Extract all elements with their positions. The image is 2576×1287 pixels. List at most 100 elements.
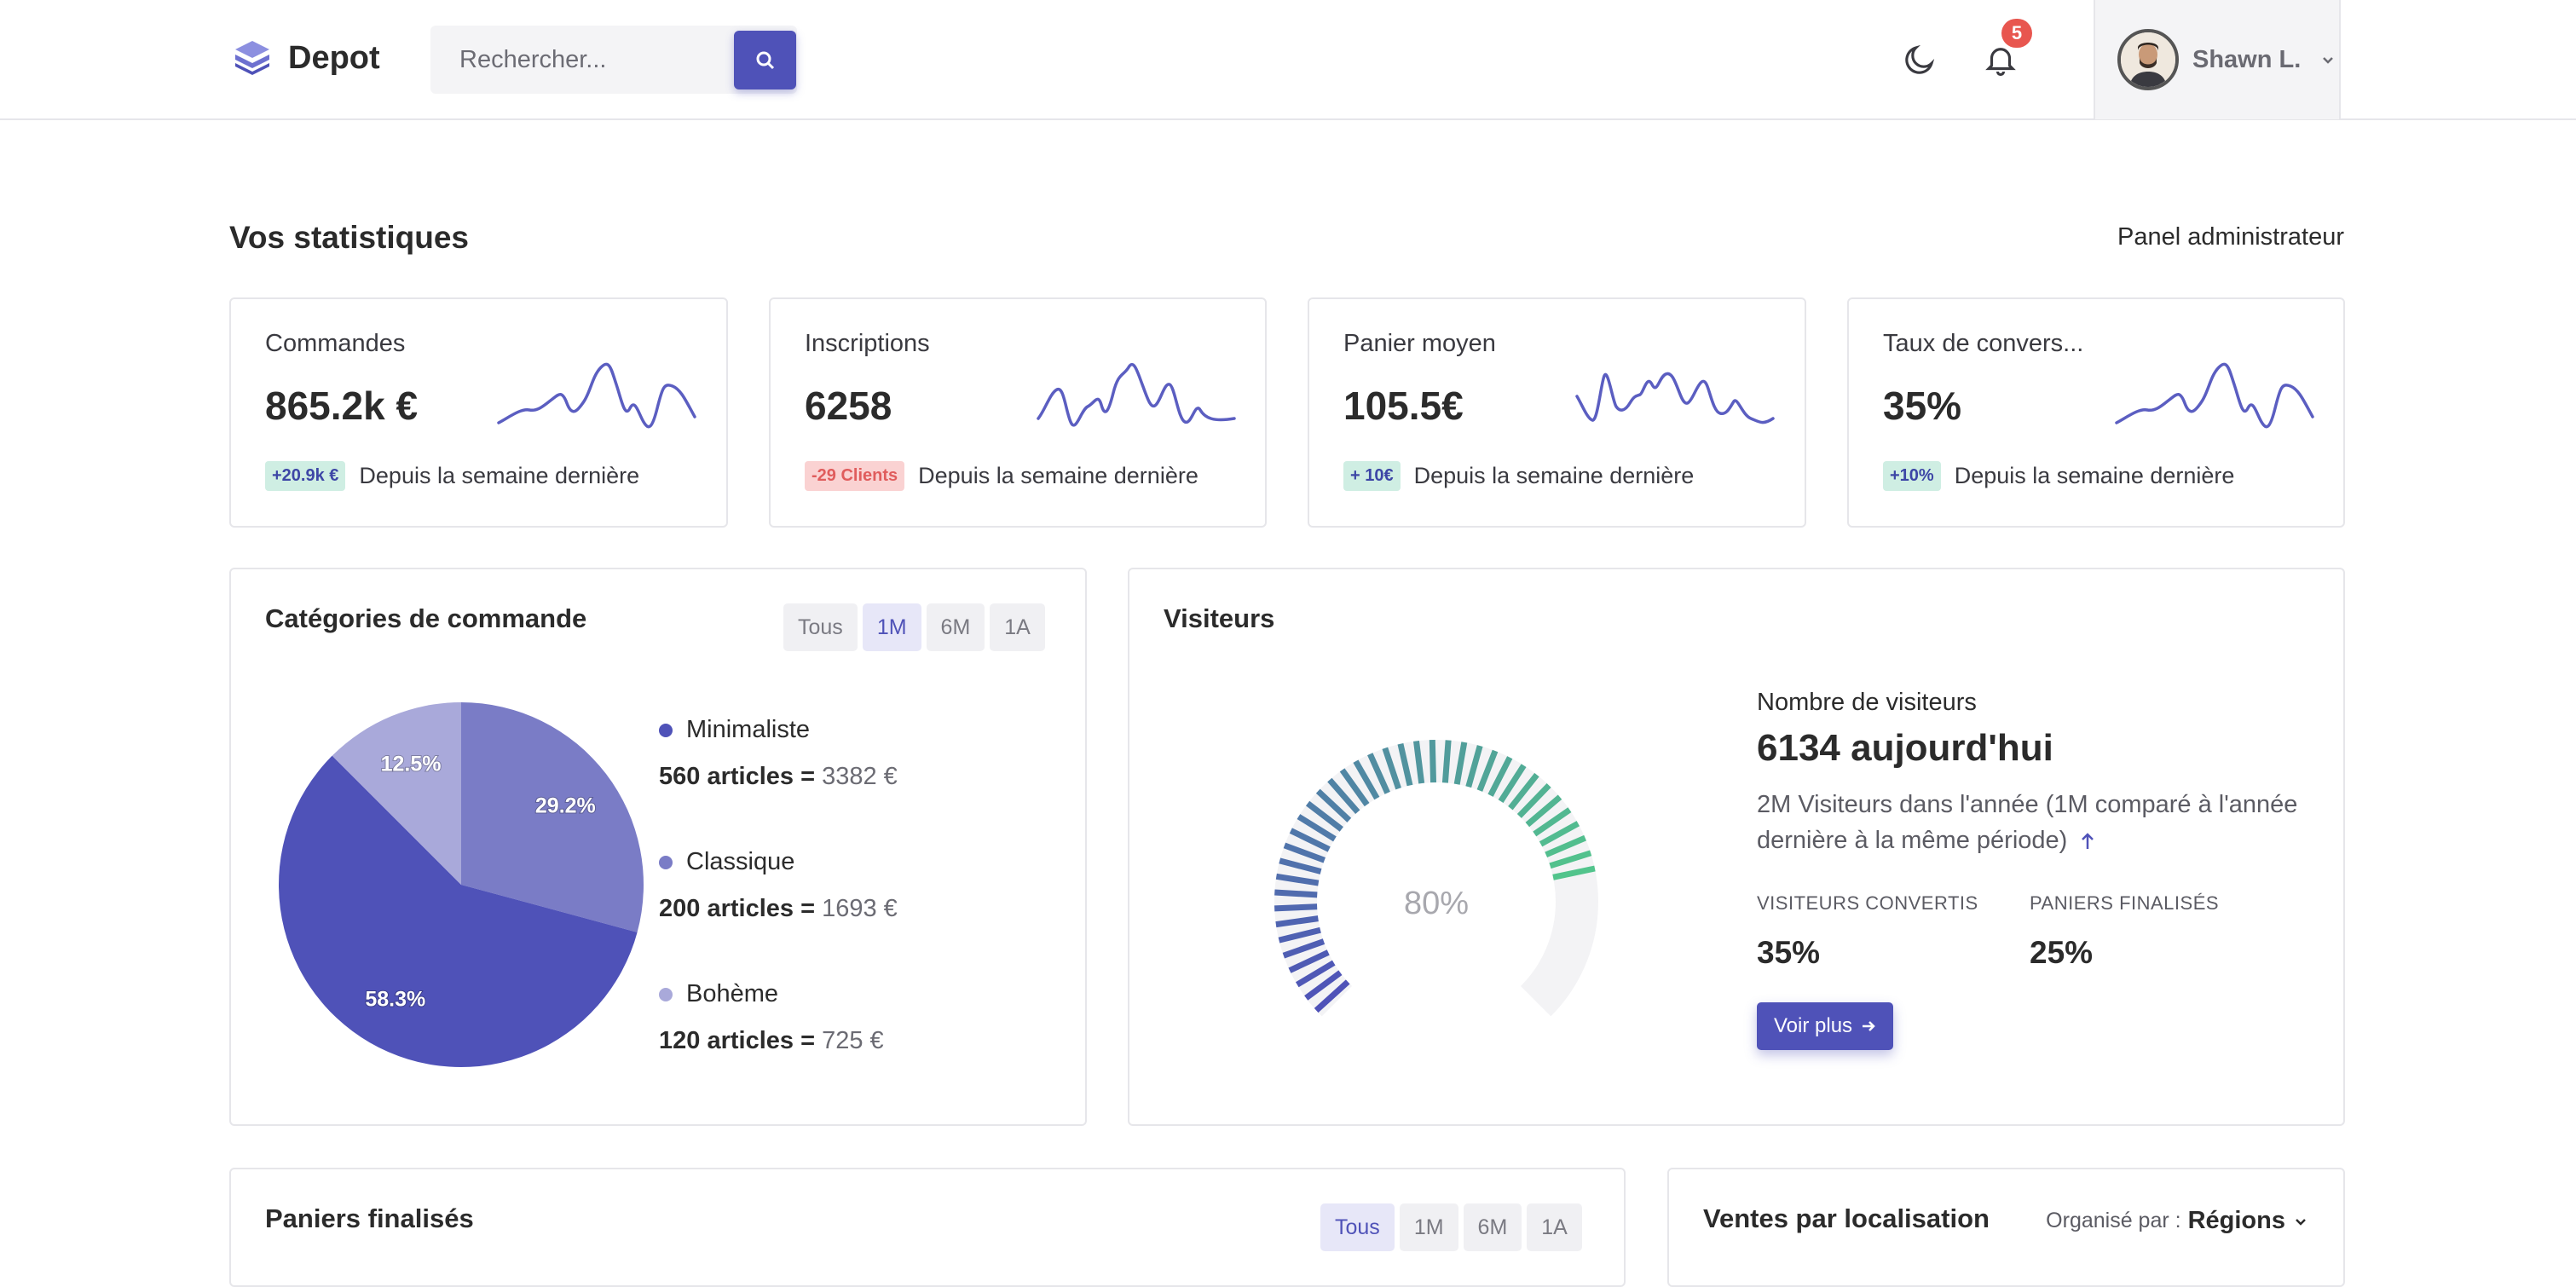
stat-value: 35% <box>1757 935 1821 970</box>
legend-item-classique: Classique 200 articles = 1693 € <box>659 848 898 923</box>
gauge-tick <box>1295 960 1336 988</box>
delta-badge: +20.9k € <box>265 461 346 491</box>
avatar <box>2117 29 2179 90</box>
legend-amount: 1693 € <box>822 895 898 922</box>
delta-badge: + 10€ <box>1343 461 1401 491</box>
arrow-right-icon <box>1863 1021 1875 1031</box>
gauge-tick <box>1539 821 1580 847</box>
visitors-label: Nombre de visiteurs <box>1757 689 1977 716</box>
stat-label: Inscriptions <box>805 330 930 357</box>
filter-tous[interactable]: Tous <box>1320 1203 1395 1251</box>
user-name: Shawn L. <box>2192 45 2302 73</box>
notification-count-badge: 5 <box>2001 19 2032 48</box>
notifications-button[interactable] <box>1980 39 2021 80</box>
brand-logo[interactable]: Depot <box>232 38 380 78</box>
gauge-tick <box>1283 842 1326 863</box>
gauge-tick <box>1545 834 1587 858</box>
see-more-label: Voir plus <box>1774 1014 1853 1037</box>
organize-by-value: Régions <box>2187 1207 2285 1234</box>
visitors-gauge: 80% <box>1274 739 1598 1017</box>
converted-visitors-stat: VISITEURS CONVERTIS 35% <box>1757 892 2030 971</box>
gauge-tick <box>1278 926 1321 944</box>
gauge-tick <box>1413 741 1425 784</box>
legend-label: Bohème <box>686 980 779 1007</box>
delta-badge: -29 Clients <box>805 461 905 491</box>
pie-label-classique: 29.2% <box>535 794 596 817</box>
legend-amount: 725 € <box>822 1027 884 1054</box>
brand-name: Depot <box>288 39 380 76</box>
user-menu[interactable]: Shawn L. <box>2094 0 2341 119</box>
finalized-baskets-stat: PANIERS FINALISÉS 25% <box>2030 892 2302 971</box>
pie-slice-minimaliste <box>279 755 638 1067</box>
legend-count: 560 articles = <box>659 763 816 790</box>
stat-card-panier-moyen: Panier moyen 105.5€ + 10€ Depuis la sema… <box>1308 297 1806 528</box>
page-title: Vos statistiques <box>229 220 470 255</box>
gauge-tick <box>1282 938 1326 959</box>
filter-1a[interactable]: 1A <box>990 603 1045 651</box>
legend-item-boheme: Bohème 120 articles = 725 € <box>659 980 884 1055</box>
stat-label: Commandes <box>265 330 406 357</box>
delta-period: Depuis la semaine dernière <box>359 463 640 488</box>
gauge-tick <box>1275 873 1320 886</box>
card-title: Visiteurs <box>1164 603 1275 633</box>
legend-item-minimaliste: Minimaliste 560 articles = 3382 € <box>659 716 898 791</box>
visitors-summary: Nombre de visiteurs 6134 aujourd'hui 2M … <box>1757 689 2302 971</box>
moon-icon <box>1905 44 1935 74</box>
filter-6m[interactable]: 6M <box>926 603 985 651</box>
card-title: Ventes par localisation <box>1703 1203 1990 1233</box>
order-categories-card: Catégories de commande Tous 1M 6M 1A 29.… <box>229 568 1087 1126</box>
legend-count: 200 articles = <box>659 895 816 922</box>
gauge-tick <box>1525 794 1562 828</box>
dark-mode-toggle[interactable] <box>1899 39 1940 80</box>
gauge-tick <box>1304 970 1343 1001</box>
legend-dot <box>659 723 673 737</box>
delta-period: Depuis la semaine dernière <box>1954 463 2235 488</box>
gauge-tick <box>1549 850 1592 869</box>
gauge-tick <box>1289 828 1331 852</box>
gauge-tick <box>1487 756 1513 797</box>
filter-tous[interactable]: Tous <box>783 603 858 651</box>
gauge-tick <box>1297 814 1337 842</box>
pie-chart: 29.2% 58.3% 12.5% <box>279 702 644 1067</box>
filter-1m[interactable]: 1M <box>862 603 921 651</box>
gauge-tick <box>1465 745 1483 788</box>
gauge-tick <box>1327 777 1360 814</box>
delta-badge: +10% <box>1883 461 1941 491</box>
chevron-down-icon <box>2323 57 2334 64</box>
stat-value: 105.5€ <box>1343 384 1464 428</box>
gauge-tick <box>1279 857 1322 874</box>
filter-1a[interactable]: 1A <box>1527 1203 1582 1251</box>
legend-dot <box>659 855 673 869</box>
stat-delta: +10% Depuis la semaine dernière <box>1883 461 2234 491</box>
organize-by-dropdown[interactable]: Organisé par : Régions <box>2046 1207 2309 1235</box>
top-navbar: Depot 5 Shawn L. <box>0 0 2576 120</box>
gauge-tick <box>1353 759 1380 800</box>
gauge-tick <box>1441 740 1452 783</box>
stat-label: VISITEURS CONVERTIS <box>1757 892 1978 914</box>
sparkline-chart <box>2115 362 2314 429</box>
admin-panel-link[interactable]: Panel administrateur <box>2117 223 2344 251</box>
stat-value: 6258 <box>805 384 892 428</box>
chevron-down-icon <box>2296 1218 2306 1226</box>
filter-6m[interactable]: 6M <box>1463 1203 1522 1251</box>
arrow-up-icon <box>2082 833 2094 850</box>
card-title: Paniers finalisés <box>265 1203 474 1233</box>
filter-1m[interactable]: 1M <box>1399 1203 1458 1251</box>
visitors-card: Visiteurs 80% Nombre de visiteurs 6134 a… <box>1128 568 2345 1126</box>
gauge-tick <box>1314 979 1350 1013</box>
stat-card-commandes: Commandes 865.2k € +20.9k € Depuis la se… <box>229 297 728 528</box>
sales-by-location-card: Ventes par localisation Organisé par : R… <box>1667 1168 2345 1287</box>
gauge-tick <box>1275 915 1319 928</box>
gauge-tick <box>1453 742 1468 785</box>
pie-slice-classique <box>461 702 644 932</box>
gauge-tick <box>1476 749 1499 792</box>
see-more-button[interactable]: Voir plus <box>1757 1002 1894 1050</box>
pie-label-bohème: 12.5% <box>381 753 442 776</box>
search-button[interactable] <box>734 31 796 89</box>
organize-by-label: Organisé par : <box>2046 1209 2181 1232</box>
gauge-tick <box>1382 747 1401 790</box>
gauge-tick <box>1552 865 1596 880</box>
stat-value: 865.2k € <box>265 384 419 428</box>
pie-label-minimaliste: 58.3% <box>365 987 425 1011</box>
search-input[interactable] <box>430 26 731 94</box>
